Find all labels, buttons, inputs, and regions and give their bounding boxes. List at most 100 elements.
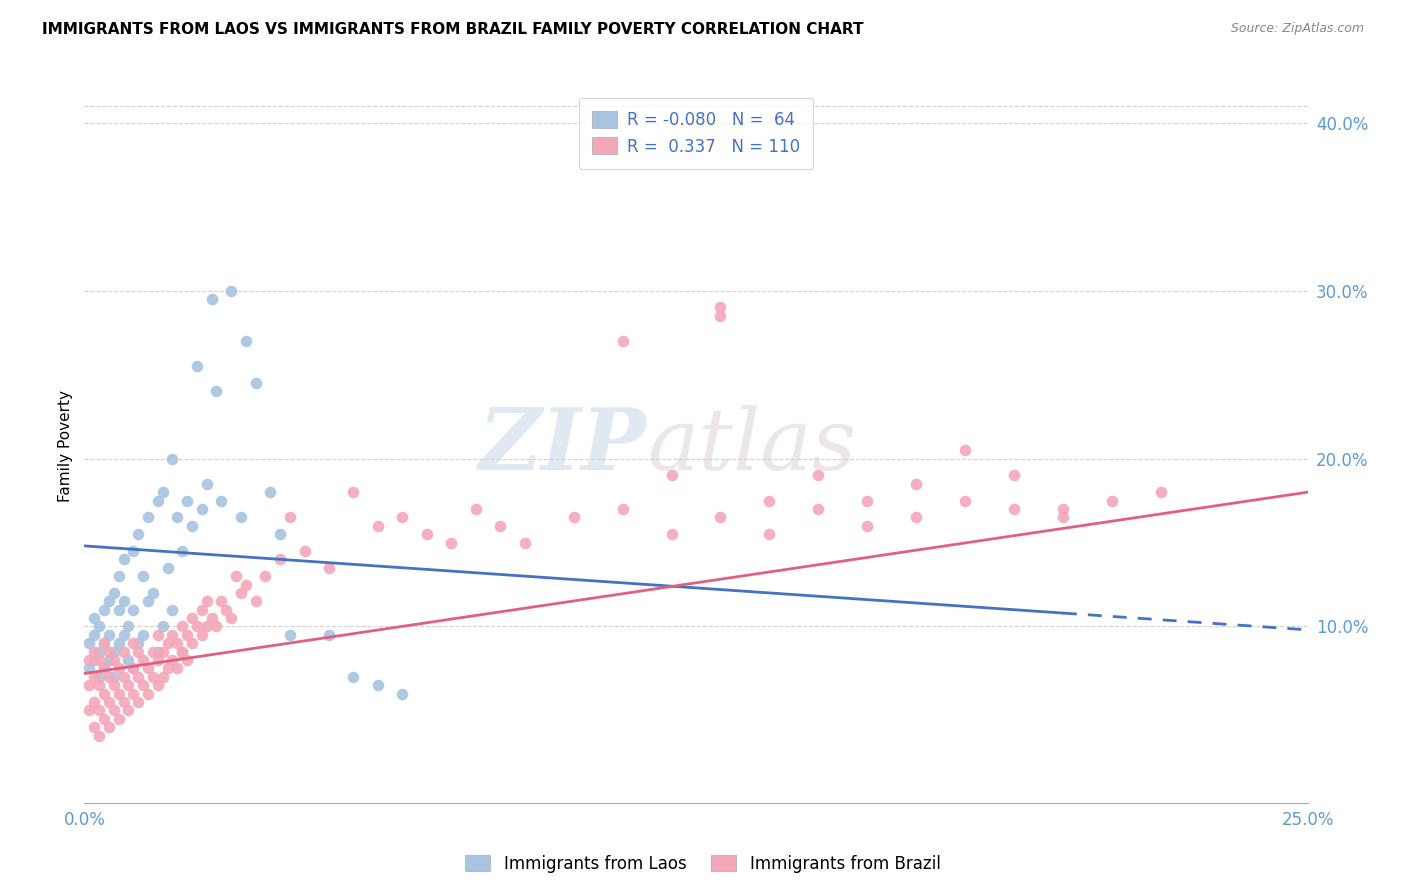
Point (97, 720, 120, 734)
Point (117, 678, 139, 692)
Point (367, 678, 389, 692)
Point (172, 645, 194, 659)
Point (513, 535, 536, 549)
Point (132, 569, 155, 583)
Point (142, 670, 165, 684)
Point (152, 485, 174, 500)
Point (83, 645, 105, 659)
Point (172, 645, 194, 659)
Point (77, 703, 100, 717)
Point (107, 636, 129, 650)
Point (661, 527, 683, 541)
Point (215, 603, 238, 617)
Point (83, 628, 105, 642)
Point (612, 502, 634, 516)
Point (97, 695, 120, 709)
Point (195, 619, 218, 633)
Point (127, 636, 149, 650)
Legend: Immigrants from Laos, Immigrants from Brazil: Immigrants from Laos, Immigrants from Br… (458, 848, 948, 880)
Point (117, 653, 139, 667)
Point (77, 678, 100, 692)
Point (93, 636, 115, 650)
Point (117, 619, 139, 633)
Point (166, 661, 188, 675)
Point (709, 309, 731, 323)
Point (162, 628, 184, 642)
Point (87, 619, 110, 633)
Point (416, 527, 439, 541)
Point (93, 712, 115, 726)
Point (97, 645, 120, 659)
Point (142, 645, 165, 659)
Point (166, 510, 188, 524)
Point (209, 493, 232, 508)
Point (905, 476, 928, 491)
Point (112, 695, 135, 709)
Point (122, 687, 145, 701)
Point (103, 670, 125, 684)
Point (146, 628, 169, 642)
Point (200, 292, 222, 306)
Point (205, 619, 228, 633)
Point (269, 552, 291, 566)
Point (112, 645, 135, 659)
Point (112, 594, 135, 608)
Point (132, 653, 155, 667)
Point (93, 661, 115, 675)
Point (1052, 510, 1074, 524)
Point (709, 301, 731, 315)
Point (83, 653, 105, 667)
Point (117, 703, 139, 717)
Point (122, 544, 145, 558)
Point (152, 619, 174, 633)
Point (294, 544, 316, 558)
Point (195, 476, 218, 491)
Point (87, 729, 110, 743)
Point (107, 661, 129, 675)
Point (856, 518, 879, 533)
Point (77, 653, 100, 667)
Point (191, 502, 214, 516)
Point (245, 594, 267, 608)
Point (122, 636, 145, 650)
Point (77, 636, 100, 650)
Y-axis label: Family Poverty: Family Poverty (58, 390, 73, 502)
Point (318, 628, 340, 642)
Point (97, 670, 120, 684)
Point (278, 628, 301, 642)
Point (200, 611, 222, 625)
Point (172, 619, 194, 633)
Point (127, 645, 149, 659)
Point (758, 527, 780, 541)
Point (235, 577, 257, 591)
Point (191, 603, 214, 617)
Point (953, 493, 976, 508)
Point (440, 535, 463, 549)
Point (107, 603, 129, 617)
Point (219, 611, 242, 625)
Point (112, 628, 135, 642)
Point (176, 628, 198, 642)
Point (391, 510, 413, 524)
Point (807, 468, 830, 483)
Point (146, 493, 169, 508)
Point (1052, 502, 1074, 516)
Text: Source: ZipAtlas.com: Source: ZipAtlas.com (1230, 22, 1364, 36)
Point (87, 653, 110, 667)
Point (259, 485, 281, 500)
Legend: R = -0.080   N =  64, R =  0.337   N = 110: R = -0.080 N = 64, R = 0.337 N = 110 (579, 97, 813, 169)
Text: atlas: atlas (647, 405, 856, 487)
Point (107, 712, 129, 726)
Point (83, 695, 105, 709)
Point (87, 645, 110, 659)
Point (136, 594, 159, 608)
Point (152, 670, 174, 684)
Point (489, 518, 512, 533)
Point (176, 653, 198, 667)
Point (162, 603, 184, 617)
Point (112, 552, 135, 566)
Point (367, 518, 389, 533)
Point (807, 502, 830, 516)
Point (103, 703, 125, 717)
Point (209, 594, 232, 608)
